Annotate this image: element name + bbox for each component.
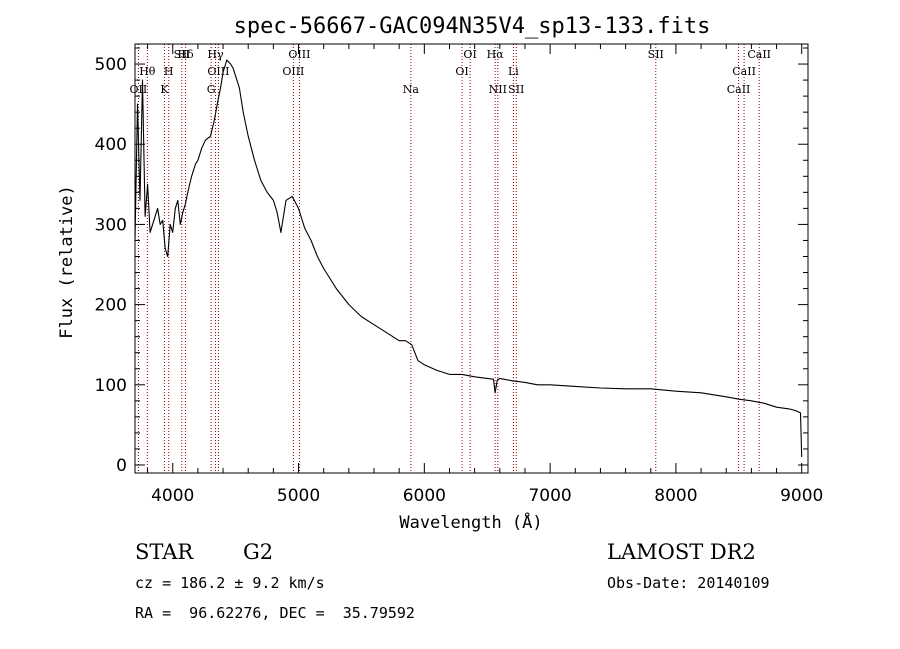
spectral-line-label: OII [130,83,148,96]
spectral-line-label: OI [463,48,476,61]
coordinates: RA = 96.62276, DEC = 35.79592 [135,604,415,622]
x-tick-label: 6000 [403,486,446,506]
x-tick-label: 4000 [151,486,194,506]
spectrum-line [134,59,803,458]
y-tick-label: 300 [95,215,127,235]
spectral-line-label: SII [648,48,664,61]
spectral-line-label: Hθ [139,65,156,78]
x-tick-label: 8000 [654,486,697,506]
spectral-line-label: K [160,83,169,96]
spectral-line-markers [137,44,760,473]
y-tick-label: 100 [95,376,127,396]
spectral-line-label: Hα [487,48,505,61]
x-tick-label: 5000 [277,486,320,506]
spectral-line-label: Na [403,83,420,96]
spectral-line-label: Hδ [177,48,194,61]
survey-name: LAMOST DR2 [607,540,756,564]
object-subclass: G2 [243,540,274,564]
spectral-line-label: CaII [747,48,771,61]
spectral-line-label: NII [489,83,507,96]
x-axis-label: Wavelength (Å) [399,511,542,533]
x-tick-label: 7000 [528,486,571,506]
spectral-line-label: SII [174,48,190,61]
spectrum-layer [134,59,803,458]
object-class: STAR [135,540,194,564]
spectral-line-label: H [164,65,174,78]
y-axis: 0 100 200 300 400 500 [95,47,808,476]
y-tick-label: 200 [95,296,127,316]
spectral-line-labels: HγHθOIISIIHKHδOIIIGOIIIOIIINaOIOINIIHαLi… [130,48,771,96]
spectral-line-label: Li [508,65,519,78]
observation-date: Obs-Date: 20140109 [607,574,770,592]
chart-title: spec-56667-GAC094N35V4_sp13-133.fits [234,14,711,39]
x-tick-label: 9000 [780,486,823,506]
y-tick-label: 0 [116,456,127,476]
spectral-line-label: OIII [282,65,304,78]
y-axis-label: Flux (relative) [57,185,77,339]
x-axis: 4000 5000 6000 7000 8000 9000 [147,44,823,506]
spectral-line-label: Hγ [207,48,224,61]
spectral-line-label: G [207,83,216,96]
y-tick-label: 500 [95,55,127,75]
plot-frame [134,43,809,474]
redshift-velocity: cz = 186.2 ± 9.2 km/s [135,574,325,592]
spectral-line-label: OI [455,65,468,78]
y-tick-label: 400 [95,135,127,155]
spectral-line-label: SII [508,83,524,96]
spectral-line-label: CaII [732,65,756,78]
spectral-line-label: OIII [288,48,310,61]
spectral-line-label: CaII [727,83,751,96]
spectral-line-label: OIII [207,65,229,78]
